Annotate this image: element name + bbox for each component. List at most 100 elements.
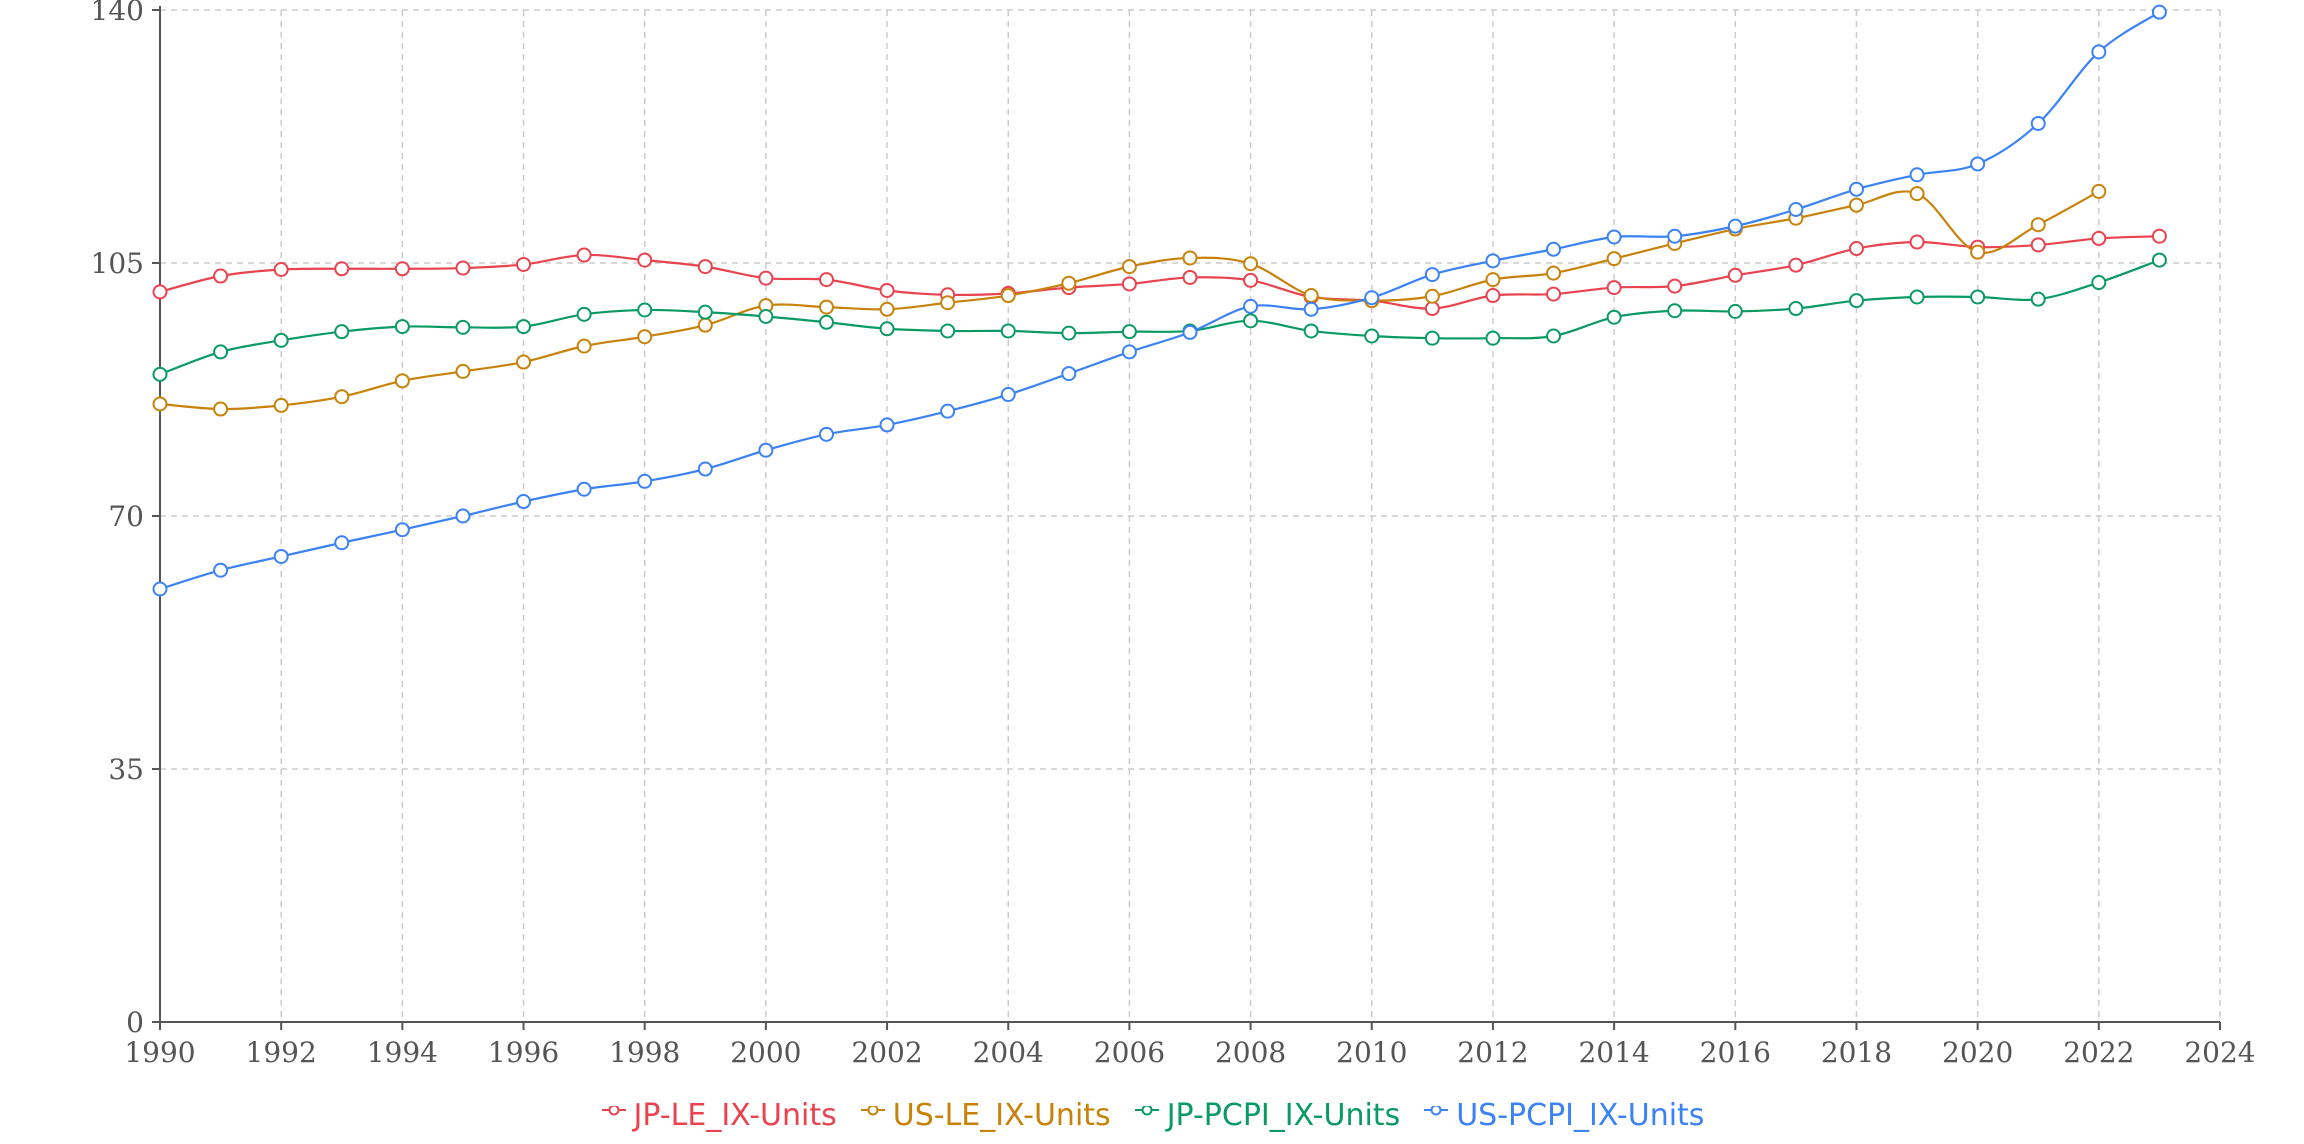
data-point bbox=[1424, 267, 1440, 283]
data-point bbox=[1243, 272, 1259, 288]
data-point bbox=[940, 403, 956, 419]
legend-label: US-PCPI_IX-Units bbox=[1456, 1098, 1705, 1133]
x-tick-label: 2018 bbox=[1821, 1036, 1892, 1069]
x-tick-label: 2000 bbox=[730, 1036, 801, 1069]
data-point bbox=[455, 363, 471, 379]
data-point bbox=[1182, 250, 1198, 266]
data-point bbox=[1848, 181, 1864, 197]
data-point bbox=[1848, 241, 1864, 257]
data-point bbox=[697, 317, 713, 333]
data-point bbox=[1727, 218, 1743, 234]
legend-item[interactable]: JP-LE_IX-Units bbox=[600, 1098, 837, 1133]
data-point bbox=[637, 252, 653, 268]
data-point bbox=[273, 397, 289, 413]
legend-item[interactable]: US-PCPI_IX-Units bbox=[1422, 1098, 1704, 1133]
legend-item[interactable]: US-LE_IX-Units bbox=[859, 1098, 1111, 1133]
data-point bbox=[1121, 259, 1137, 275]
data-point bbox=[1909, 167, 1925, 183]
data-point bbox=[1909, 186, 1925, 202]
x-tick-label: 2024 bbox=[2184, 1036, 2255, 1069]
data-point bbox=[2030, 237, 2046, 253]
series-line bbox=[159, 235, 2160, 310]
data-point bbox=[1424, 301, 1440, 317]
x-tick-label: 1992 bbox=[246, 1036, 317, 1069]
data-point bbox=[1061, 366, 1077, 382]
data-point bbox=[1970, 289, 1986, 305]
x-tick-label: 2020 bbox=[1942, 1036, 2013, 1069]
data-point bbox=[1909, 234, 1925, 250]
data-point bbox=[334, 535, 350, 551]
data-point bbox=[1546, 241, 1562, 257]
data-point bbox=[818, 426, 834, 442]
data-point bbox=[758, 270, 774, 286]
data-point bbox=[758, 442, 774, 458]
data-point bbox=[2091, 44, 2107, 60]
x-tick-label: 1994 bbox=[367, 1036, 438, 1069]
data-point bbox=[455, 260, 471, 276]
data-point bbox=[818, 314, 834, 330]
series-line bbox=[159, 11, 2161, 591]
legend-label: US-LE_IX-Units bbox=[892, 1098, 1111, 1133]
data-point bbox=[394, 261, 410, 277]
data-point bbox=[2091, 183, 2107, 199]
data-point bbox=[637, 302, 653, 318]
data-point bbox=[1000, 387, 1016, 403]
data-point bbox=[1061, 275, 1077, 291]
data-point bbox=[2030, 217, 2046, 233]
data-point bbox=[2151, 4, 2167, 20]
data-point bbox=[152, 366, 168, 382]
data-point bbox=[1667, 278, 1683, 294]
y-tick-label: 0 bbox=[126, 1006, 144, 1039]
data-point bbox=[273, 332, 289, 348]
x-tick-label: 2008 bbox=[1215, 1036, 1286, 1069]
x-tick-label: 2006 bbox=[1094, 1036, 1165, 1069]
data-point bbox=[2091, 230, 2107, 246]
data-point bbox=[516, 494, 532, 510]
data-point bbox=[394, 522, 410, 538]
data-point bbox=[2091, 275, 2107, 291]
y-tick-label: 70 bbox=[108, 500, 144, 533]
series-line bbox=[159, 259, 2160, 376]
data-point bbox=[1606, 229, 1622, 245]
data-point bbox=[1485, 288, 1501, 304]
data-point bbox=[516, 319, 532, 335]
data-point bbox=[1243, 298, 1259, 314]
x-tick-label: 2012 bbox=[1457, 1036, 1528, 1069]
data-point bbox=[576, 247, 592, 263]
x-tick-label: 2014 bbox=[1578, 1036, 1649, 1069]
data-point bbox=[1424, 288, 1440, 304]
data-point bbox=[516, 256, 532, 272]
series bbox=[152, 4, 2167, 597]
data-point bbox=[1424, 330, 1440, 346]
data-point bbox=[1970, 156, 1986, 172]
data-point bbox=[879, 282, 895, 298]
data-point bbox=[1727, 303, 1743, 319]
legend-item[interactable]: JP-PCPI_IX-Units bbox=[1133, 1098, 1401, 1133]
data-point bbox=[334, 324, 350, 340]
data-point bbox=[2030, 291, 2046, 307]
y-tick-label: 105 bbox=[91, 247, 144, 280]
data-point bbox=[1364, 328, 1380, 344]
data-point bbox=[1000, 323, 1016, 339]
data-point bbox=[1303, 323, 1319, 339]
data-point bbox=[1000, 288, 1016, 304]
series-jp-le-ix-units bbox=[152, 228, 2167, 317]
data-point bbox=[2030, 115, 2046, 131]
legend-label: JP-PCPI_IX-Units bbox=[1166, 1098, 1401, 1133]
data-point bbox=[273, 548, 289, 564]
data-point bbox=[940, 295, 956, 311]
data-point bbox=[1606, 251, 1622, 267]
data-point bbox=[818, 299, 834, 315]
data-point bbox=[1121, 276, 1137, 292]
data-point bbox=[1485, 272, 1501, 288]
legend-label: JP-LE_IX-Units bbox=[633, 1098, 837, 1133]
data-point bbox=[940, 323, 956, 339]
series-us-pcpi-ix-units bbox=[152, 4, 2167, 597]
data-point bbox=[1243, 313, 1259, 329]
legend: JP-LE_IX-Units US-LE_IX-Units JP-PCPI_IX-U… bbox=[0, 1098, 2304, 1133]
data-point bbox=[637, 473, 653, 489]
data-point bbox=[334, 389, 350, 405]
x-tick-label: 1990 bbox=[124, 1036, 195, 1069]
